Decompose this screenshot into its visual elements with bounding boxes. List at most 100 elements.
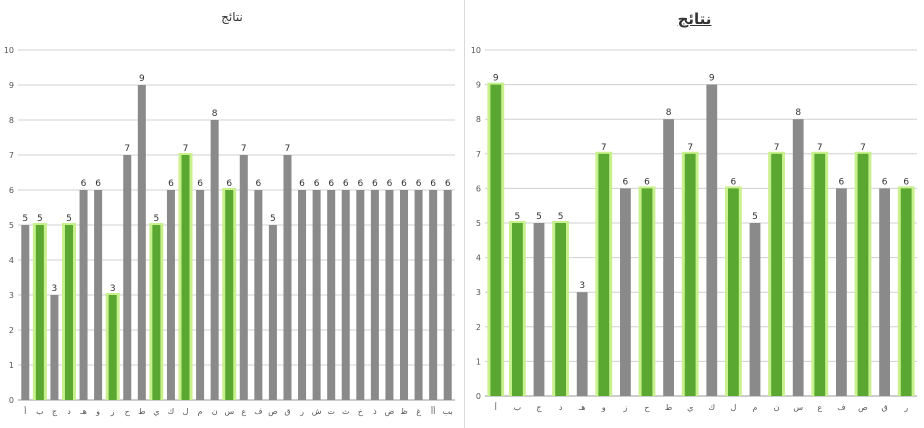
bar — [181, 155, 190, 400]
chart-title: نتائج — [221, 10, 243, 24]
data-label: 7 — [860, 143, 866, 153]
bar — [312, 190, 321, 400]
data-label: 9 — [709, 74, 715, 84]
bar — [771, 153, 782, 396]
y-tick-label: 4 — [9, 256, 14, 265]
data-label: 6 — [387, 179, 393, 189]
bar — [641, 188, 653, 396]
data-label: 3 — [52, 284, 58, 294]
x-tick-label: ل — [730, 403, 736, 412]
bar — [370, 190, 379, 400]
x-tick-label: ش — [312, 407, 322, 416]
y-tick-label: 5 — [476, 219, 481, 228]
data-label: 5 — [752, 212, 758, 222]
bar — [298, 190, 307, 400]
bar — [137, 85, 146, 400]
x-tick-label: ذ — [373, 407, 377, 416]
y-tick-label: 8 — [476, 115, 481, 124]
data-label: 7 — [774, 143, 780, 153]
bar — [152, 225, 161, 400]
y-tick-label: 10 — [4, 46, 14, 55]
x-tick-label: ع — [817, 403, 822, 412]
x-tick-label: م — [198, 407, 203, 416]
data-label: 6 — [731, 177, 737, 187]
x-tick-label: هـ — [79, 407, 87, 416]
x-tick-label: م — [753, 403, 758, 412]
y-tick-label: 9 — [9, 81, 14, 90]
bar — [749, 223, 761, 396]
data-label: 6 — [197, 179, 203, 189]
data-label: 7 — [687, 143, 693, 153]
bar — [50, 295, 59, 400]
data-label: 6 — [95, 179, 101, 189]
data-label: 6 — [357, 179, 363, 189]
data-label: 6 — [343, 179, 349, 189]
data-label: 7 — [183, 144, 189, 154]
bar — [490, 84, 502, 396]
data-label: 8 — [666, 108, 672, 118]
x-tick-label: ج — [536, 403, 542, 412]
bar — [857, 153, 869, 396]
bar — [327, 190, 336, 400]
bar — [239, 155, 248, 400]
bar — [512, 223, 523, 396]
data-label: 9 — [139, 74, 145, 84]
bar — [254, 190, 263, 400]
x-tick-label: ب — [36, 407, 44, 416]
y-tick-label: 7 — [476, 150, 481, 159]
x-tick-label: ج — [52, 407, 58, 416]
x-tick-label: ف — [254, 407, 262, 416]
data-label: 6 — [372, 179, 378, 189]
x-tick-label: ع — [241, 407, 246, 416]
data-label: 3 — [579, 281, 585, 291]
x-tick-label: ح — [125, 407, 131, 416]
y-tick-label: 0 — [476, 392, 481, 401]
x-tick-label: د — [67, 407, 71, 416]
y-tick-label: 6 — [9, 186, 14, 195]
data-label: 6 — [839, 177, 845, 187]
data-label: 5 — [154, 214, 160, 224]
bar — [35, 225, 44, 400]
data-label: 7 — [124, 144, 130, 154]
bar — [706, 84, 718, 396]
x-tick-label: بب — [443, 407, 453, 416]
bar — [533, 223, 545, 396]
data-label: 7 — [601, 143, 607, 153]
bar — [341, 190, 350, 400]
x-tick-label: ص — [268, 407, 278, 416]
x-tick-label: ض — [385, 407, 395, 416]
bar — [225, 190, 234, 400]
x-tick-label: ح — [644, 403, 650, 412]
x-tick-label: ر — [299, 407, 304, 416]
bar — [900, 188, 912, 396]
x-tick-label: ل — [183, 407, 189, 416]
data-label: 6 — [882, 177, 888, 187]
bar — [598, 153, 610, 396]
y-tick-label: 5 — [9, 221, 14, 230]
bar — [792, 119, 804, 396]
data-label: 6 — [903, 177, 909, 187]
bar — [836, 188, 847, 396]
x-tick-label: ن — [212, 407, 218, 416]
data-label: 6 — [328, 179, 334, 189]
bar — [385, 190, 394, 400]
bar — [576, 292, 588, 396]
x-tick-label: خ — [358, 407, 364, 416]
x-tick-label: س — [224, 407, 234, 416]
data-label: 5 — [515, 212, 521, 222]
bar — [268, 225, 277, 400]
y-tick-label: 6 — [476, 184, 481, 193]
bar — [879, 188, 890, 396]
x-tick-label: ث — [342, 407, 350, 416]
data-label: 6 — [401, 179, 407, 189]
bar — [400, 190, 409, 400]
bar-chart-left: 0 1 2 3 4 5 6 7 8 9 10 5 أ 5 ب 3 ج 5 د 6 هـ 6 و 3 ز 7 ح 9 ط 5 ي 6 ك 7 ل 6 م 8… — [4, 46, 455, 416]
bar — [684, 153, 696, 396]
x-tick-label: و — [601, 403, 606, 412]
data-label: 7 — [285, 144, 291, 154]
bar — [210, 120, 219, 400]
data-label: 5 — [66, 214, 72, 224]
y-tick-label: 10 — [471, 46, 481, 55]
x-tick-label: ظ — [400, 407, 407, 416]
data-label: 5 — [22, 214, 28, 224]
